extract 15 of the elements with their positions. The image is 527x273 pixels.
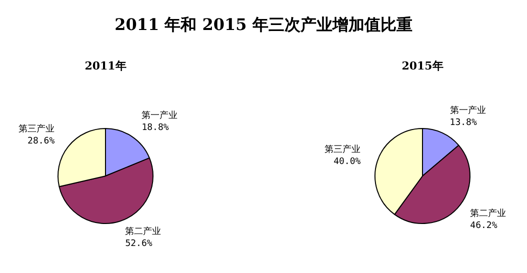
chart-subtitle: 2015年 (402, 60, 444, 72)
text: 2011 年和 2015 年三次产业增加值比重 (114, 15, 412, 34)
slice-label: 第一产业 (142, 110, 178, 122)
data-label: 18.8% (142, 123, 170, 134)
slice-label: 第三产业 (324, 144, 361, 155)
chart-subtitle: 2011年 (84, 60, 126, 72)
data-label: 52.6% (125, 238, 153, 249)
slice-label: 第二产业 (470, 208, 506, 220)
slice-label: 第二产业 (125, 226, 162, 237)
data-label: 40.0% (334, 156, 362, 167)
data-label: 46.2% (470, 221, 498, 232)
data-label: 28.6% (28, 136, 56, 147)
slice-label: 第三产业 (18, 124, 55, 135)
slice-label: 第一产业 (450, 105, 486, 116)
data-label: 13.8% (450, 118, 478, 128)
